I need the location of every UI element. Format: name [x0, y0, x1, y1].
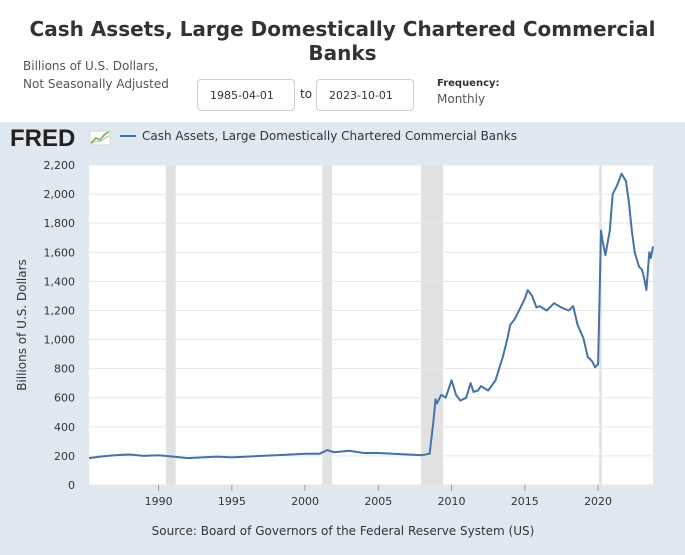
y-tick-label: 1,000 — [44, 334, 76, 347]
y-axis-label: Billions of U.S. Dollars — [15, 259, 29, 391]
x-tick-label: 2015 — [511, 495, 539, 508]
y-tick-label: 1,400 — [44, 275, 76, 288]
series-line — [88, 172, 654, 460]
y-tick-label: 400 — [54, 421, 75, 434]
x-tick-label: 2020 — [584, 495, 612, 508]
x-tick-label: 2000 — [291, 495, 319, 508]
units-line-2: Not Seasonally Adjusted — [23, 77, 169, 91]
frequency-select[interactable]: Monthly — [437, 92, 486, 106]
x-tick-label: 2005 — [364, 495, 392, 508]
legend-label: Cash Assets, Large Domestically Chartere… — [142, 129, 517, 143]
date-range-to-label: to — [300, 87, 313, 101]
plot-area — [89, 165, 653, 485]
y-tick-label: 800 — [54, 363, 75, 376]
y-tick-label: 600 — [54, 392, 75, 405]
fred-logo-icon — [89, 130, 111, 146]
y-tick-label: 0 — [68, 479, 75, 492]
grid-lines — [89, 164, 653, 486]
end-date-input[interactable]: 2023-10-01 — [316, 79, 414, 111]
frequency-label: Frequency: — [437, 78, 500, 89]
y-tick-label: 1,200 — [44, 304, 76, 317]
units-line-1: Billions of U.S. Dollars, — [23, 59, 159, 73]
recession-band — [599, 165, 602, 485]
y-tick-label: 1,800 — [44, 217, 76, 230]
y-tick-label: 2,000 — [44, 188, 76, 201]
start-date-input[interactable]: 1985-04-01 — [197, 79, 295, 111]
recession-band — [322, 165, 332, 485]
units-label: Billions of U.S. Dollars, Not Seasonally… — [23, 57, 169, 93]
y-axis-ticks: 0 200 400 600 800 1,000 1,200 1,400 1,600 1,800 2,… — [44, 159, 76, 492]
y-tick-label: 1,600 — [44, 246, 76, 259]
page-title: Cash Assets, Large Domestically Chartere… — [29, 17, 656, 65]
recession-bands — [165, 165, 602, 485]
x-axis-ticks: 1990 1995 2000 2005 2010 2015 2020 — [145, 485, 612, 508]
recession-band — [165, 165, 176, 485]
fred-logo: FRED — [10, 125, 75, 152]
x-tick-label: 2010 — [438, 495, 466, 508]
y-tick-label: 200 — [54, 450, 75, 463]
y-tick-label: 2,200 — [44, 159, 76, 172]
x-tick-label: 1995 — [218, 495, 246, 508]
source-note: Source: Board of Governors of the Federa… — [152, 524, 535, 538]
recession-band — [421, 165, 444, 485]
x-tick-label: 1990 — [145, 495, 173, 508]
